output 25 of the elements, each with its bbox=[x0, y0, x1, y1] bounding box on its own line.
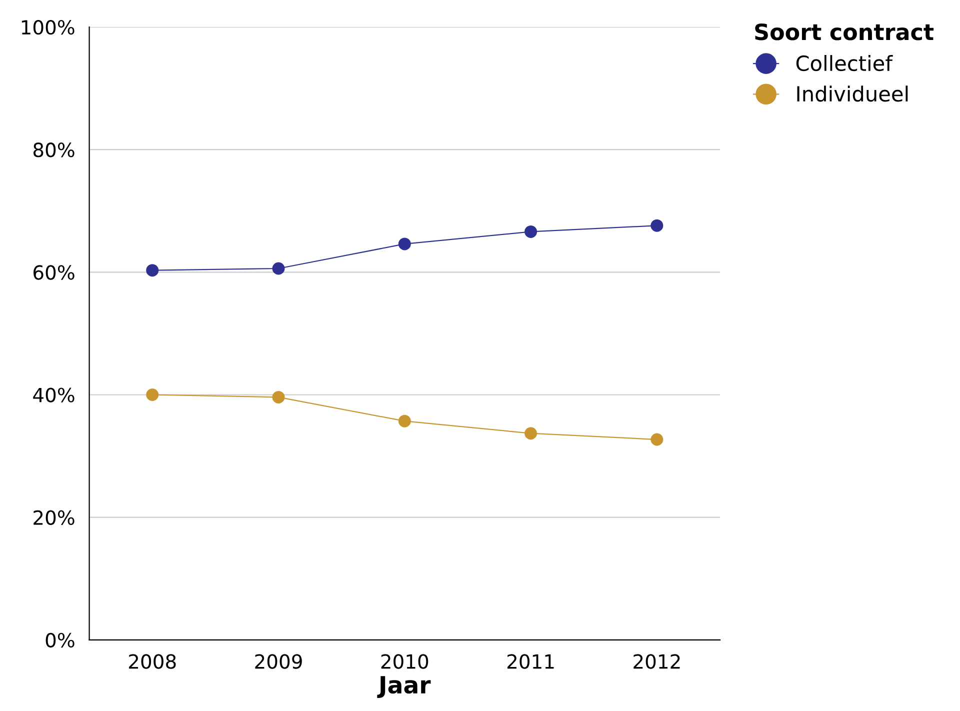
point bbox=[524, 225, 538, 238]
point bbox=[650, 433, 664, 446]
y-tick-label: 0% bbox=[46, 632, 74, 648]
legend-label: Collectief bbox=[796, 55, 893, 72]
y-tick-label: 60% bbox=[34, 265, 74, 280]
point bbox=[398, 238, 411, 250]
x-tick-label: 2011 bbox=[507, 654, 554, 669]
y-tick-label: 80% bbox=[33, 142, 74, 158]
x-axis-title: Jaar bbox=[377, 676, 431, 698]
point bbox=[272, 390, 285, 404]
legend-label: Individueel bbox=[797, 86, 908, 102]
x-tick-label: 2012 bbox=[634, 654, 680, 669]
x-tick-label: 2009 bbox=[255, 654, 302, 669]
point bbox=[146, 388, 159, 401]
y-tick-label: 40% bbox=[33, 388, 74, 402]
y-tick-label: 100% bbox=[22, 20, 74, 35]
point bbox=[524, 427, 538, 440]
y-tick-label: 20% bbox=[34, 510, 74, 525]
x-tick-label: 2008 bbox=[129, 654, 176, 669]
point bbox=[650, 219, 664, 232]
legend-title: Soort contract bbox=[755, 23, 934, 40]
point bbox=[272, 262, 285, 275]
point bbox=[146, 264, 159, 277]
point bbox=[398, 414, 411, 428]
x-tick-label: 2010 bbox=[381, 654, 428, 669]
